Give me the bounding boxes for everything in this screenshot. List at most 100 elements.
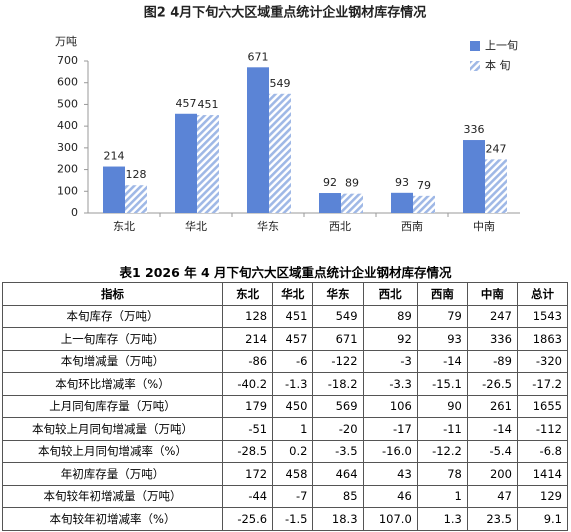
cell: -16.0	[362, 439, 418, 463]
legend-swatch	[470, 41, 480, 51]
cell: 本旬较上月同旬增减率（%）	[1, 439, 224, 463]
y-axis-label: 万吨	[55, 35, 77, 48]
cell: 336	[466, 327, 518, 351]
cell: -6	[272, 349, 314, 373]
cell: -5.4	[466, 439, 518, 463]
header-cell: 西南	[416, 282, 468, 306]
row: 本旬较年初增减量（万吨） -44 -7 85 46 1 47 129	[1, 484, 569, 508]
x-tick-label: 华东	[257, 219, 279, 233]
cell: 47	[466, 484, 518, 508]
cell: 1.3	[416, 507, 468, 531]
cell: 上一旬库存（万吨）	[1, 327, 224, 351]
cell: 106	[362, 394, 418, 418]
cell: -320	[516, 349, 569, 373]
cell: -51	[222, 417, 274, 441]
y-tick-label: 400	[57, 119, 78, 132]
header-cell: 指标	[1, 282, 224, 306]
cell: -26.5	[466, 372, 518, 396]
cell: 89	[362, 304, 418, 328]
bar	[319, 193, 341, 213]
bar	[485, 159, 507, 213]
value-label: 79	[417, 179, 431, 192]
cell: 年初库存量（万吨）	[1, 462, 224, 486]
legend-label: 上一旬	[485, 39, 518, 52]
cell: 247	[466, 304, 518, 328]
row: 本旬环比增减率（%） -40.2 -1.3 -18.2 -3.3 -15.1 -26.5 -1…	[1, 372, 569, 396]
value-label: 457	[176, 97, 197, 110]
y-tick-label: 100	[57, 184, 78, 197]
value-label: 93	[395, 176, 409, 189]
bar	[103, 166, 125, 213]
value-label: 92	[323, 176, 337, 189]
x-tick-label: 西北	[329, 220, 351, 233]
cell: -20	[312, 417, 364, 441]
bar	[413, 195, 435, 213]
bar	[391, 192, 413, 213]
value-label: 549	[270, 77, 291, 90]
chart-title: 图2 4月下旬六大区域重点统计企业钢材库存情况	[144, 5, 427, 21]
cell: -7	[272, 484, 314, 508]
value-label: 128	[126, 168, 147, 181]
cell: 549	[312, 304, 364, 328]
cell: -14	[466, 417, 518, 441]
header-cell: 西北	[362, 282, 418, 306]
header-cell: 中南	[466, 282, 518, 306]
cell: 214	[222, 327, 274, 351]
cell: -1.3	[272, 372, 314, 396]
bar	[247, 67, 269, 213]
cell: 上月同旬库存量（万吨）	[1, 394, 224, 418]
value-label: 671	[248, 50, 269, 63]
cell: 1414	[516, 462, 569, 486]
value-label: 247	[486, 142, 507, 155]
cell: 1	[416, 484, 468, 508]
x-tick-label: 西南	[401, 220, 423, 233]
cell: -40.2	[222, 372, 274, 396]
value-label: 214	[104, 150, 125, 163]
legend-label: 本 旬	[485, 58, 511, 72]
value-label: 451	[198, 98, 219, 111]
cell: 464	[312, 462, 364, 486]
cell: -44	[222, 484, 274, 508]
table: 指标 东北 华北 华东 西北 西南 中南 总计 本旬库存（万吨） 128 451 549 89 79 247…	[1, 282, 569, 531]
bar	[463, 140, 485, 213]
bar	[197, 115, 219, 213]
cell: -15.1	[416, 372, 468, 396]
cell: -112	[516, 417, 569, 441]
cell: 569	[312, 394, 364, 418]
y-tick-label: 500	[57, 97, 78, 110]
table-title: 表1 2026 年 4 月下旬六大区域重点统计企业钢材库存情况	[119, 265, 452, 280]
cell: 本旬较年初增减量（万吨）	[1, 484, 224, 508]
cell: 179	[222, 394, 274, 418]
cell: -12.2	[416, 439, 468, 463]
cell: -25.6	[222, 507, 274, 531]
value-label: 89	[345, 177, 359, 190]
cell: 93	[416, 327, 468, 351]
cell: 129	[516, 484, 569, 508]
bar	[175, 113, 197, 213]
cell: -89	[466, 349, 518, 373]
header-cell: 总计	[516, 282, 569, 306]
bar	[125, 185, 147, 213]
row: 上月同旬库存量（万吨） 179 450 569 106 90 261 1655	[1, 394, 569, 418]
cell: 43	[362, 462, 418, 486]
cell: 1863	[516, 327, 569, 351]
chart: 图2 4月下旬六大区域重点统计企业钢材库存情况 万吨 0 100 200 300 400…	[55, 5, 520, 233]
row: 本旬增减量（万吨） -86 -6 -122 -3 -14 -89 -320	[1, 349, 569, 373]
cell: 本旬较年初增减率（%）	[1, 507, 224, 531]
header-cell: 东北	[222, 282, 274, 306]
value-label: 336	[464, 123, 485, 136]
cell: 23.5	[466, 507, 518, 531]
cell: 90	[416, 394, 468, 418]
cell: -1.5	[272, 507, 314, 531]
y-tick-label: 0	[71, 206, 78, 219]
cell: -17.2	[516, 372, 569, 396]
cell: 107.0	[362, 507, 418, 531]
cell: 本旬库存（万吨）	[1, 304, 224, 328]
legend-swatch	[470, 61, 480, 71]
cell: 92	[362, 327, 418, 351]
cell: 451	[272, 304, 314, 328]
bar	[269, 93, 291, 213]
cell: 1543	[516, 304, 569, 328]
row: 年初库存量（万吨） 172 458 464 43 78 200 1414	[1, 462, 569, 486]
